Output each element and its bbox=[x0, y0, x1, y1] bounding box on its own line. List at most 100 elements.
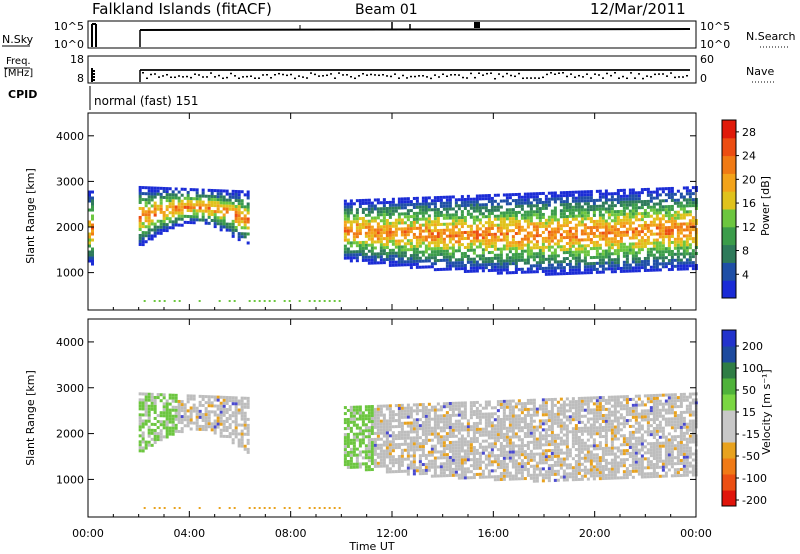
echo-cell bbox=[445, 447, 449, 451]
echo-cell bbox=[541, 236, 545, 240]
echo-cell bbox=[439, 441, 443, 445]
echo-cell bbox=[189, 397, 193, 401]
echo-cell bbox=[343, 250, 347, 254]
echo-cell bbox=[412, 403, 416, 407]
echo-cell bbox=[466, 476, 470, 480]
echo-cell bbox=[586, 214, 590, 218]
echo-cell bbox=[352, 235, 356, 239]
echo-cell bbox=[595, 399, 599, 403]
echo-cell bbox=[499, 444, 503, 448]
echo-cell bbox=[430, 465, 434, 469]
echo-cell bbox=[141, 198, 145, 202]
echo-cell bbox=[682, 228, 686, 232]
echo-cell bbox=[679, 231, 683, 235]
echo-cell bbox=[460, 204, 464, 208]
echo-cell bbox=[349, 241, 353, 245]
echo-cell bbox=[376, 213, 380, 217]
cpid-label: CPID bbox=[8, 88, 37, 101]
echo-cell bbox=[508, 444, 512, 448]
echo-cell bbox=[475, 239, 479, 243]
echo-cell bbox=[619, 200, 623, 204]
echo-cell bbox=[448, 267, 452, 271]
echo-cell bbox=[583, 238, 587, 242]
echo-cell bbox=[243, 447, 247, 451]
echo-cell bbox=[583, 423, 587, 427]
echo-cell bbox=[649, 232, 653, 236]
echo-cell bbox=[448, 216, 452, 220]
echo-cell bbox=[382, 213, 386, 217]
echo-cell bbox=[535, 476, 539, 480]
echo-cell bbox=[619, 242, 623, 246]
echo-cell bbox=[424, 411, 428, 415]
echo-cell bbox=[367, 465, 371, 469]
echo-cell bbox=[583, 447, 587, 451]
echo-cell bbox=[195, 191, 199, 195]
echo-cell bbox=[346, 459, 350, 463]
echo-cell bbox=[499, 405, 503, 409]
echo-cell bbox=[538, 258, 542, 262]
echo-cell bbox=[493, 475, 497, 479]
echo-cell bbox=[640, 227, 644, 231]
echo-cell bbox=[165, 411, 169, 415]
echo-cell bbox=[370, 228, 374, 232]
echo-cell bbox=[400, 448, 404, 452]
echo-cell bbox=[676, 213, 680, 217]
echo-cell bbox=[613, 243, 617, 247]
echo-cell bbox=[177, 223, 181, 227]
echo-cell bbox=[535, 437, 539, 441]
echo-cell bbox=[640, 191, 644, 195]
echo-cell bbox=[427, 450, 431, 454]
echo-cell bbox=[394, 461, 398, 465]
echo-cell bbox=[508, 202, 512, 206]
echo-cell bbox=[382, 237, 386, 241]
echo-cell bbox=[484, 203, 488, 207]
echo-cell bbox=[373, 446, 377, 450]
nave-dot bbox=[570, 73, 572, 75]
echo-cell bbox=[544, 413, 548, 417]
echo-cell bbox=[424, 265, 428, 269]
echo-cell bbox=[451, 207, 455, 211]
echo-cell bbox=[547, 233, 551, 237]
echo-cell bbox=[610, 225, 614, 229]
echo-cell bbox=[346, 208, 350, 212]
echo-cell bbox=[409, 406, 413, 410]
echo-cell bbox=[535, 270, 539, 274]
echo-cell bbox=[397, 466, 401, 470]
echo-cell bbox=[415, 226, 419, 230]
echo-cell bbox=[442, 249, 446, 253]
echo-cell bbox=[511, 429, 515, 433]
echo-cell bbox=[607, 216, 611, 220]
echo-cell bbox=[526, 473, 530, 477]
echo-cell bbox=[165, 214, 169, 218]
echo-cell bbox=[592, 267, 596, 271]
echo-cell bbox=[670, 267, 674, 271]
echo-cell bbox=[400, 245, 404, 249]
echo-cell bbox=[589, 196, 593, 200]
echo-cell bbox=[162, 210, 166, 214]
echo-cell bbox=[367, 204, 371, 208]
echo-cell bbox=[469, 404, 473, 408]
echo-cell bbox=[655, 232, 659, 236]
echo-cell bbox=[565, 200, 569, 204]
echo-cell bbox=[601, 405, 605, 409]
echo-cell bbox=[637, 200, 641, 204]
echo-cell bbox=[168, 205, 172, 209]
echo-cell bbox=[565, 397, 569, 401]
nsky-tick-top: 10^5 bbox=[54, 20, 84, 33]
echo-cell bbox=[520, 267, 524, 271]
echo-cell bbox=[529, 216, 533, 220]
echo-cell bbox=[547, 263, 551, 267]
echo-cell bbox=[658, 256, 662, 260]
echo-cell bbox=[454, 222, 458, 226]
echo-cell bbox=[481, 469, 485, 473]
echo-cell bbox=[370, 243, 374, 247]
echo-cell bbox=[631, 212, 635, 216]
echo-cell bbox=[550, 464, 554, 468]
echo-cell bbox=[676, 216, 680, 220]
echo-cell bbox=[192, 397, 196, 401]
echo-cell bbox=[580, 429, 584, 433]
echo-cell bbox=[141, 422, 145, 426]
echo-cell bbox=[622, 218, 626, 222]
echo-cell bbox=[610, 192, 614, 196]
echo-cell bbox=[397, 463, 401, 467]
